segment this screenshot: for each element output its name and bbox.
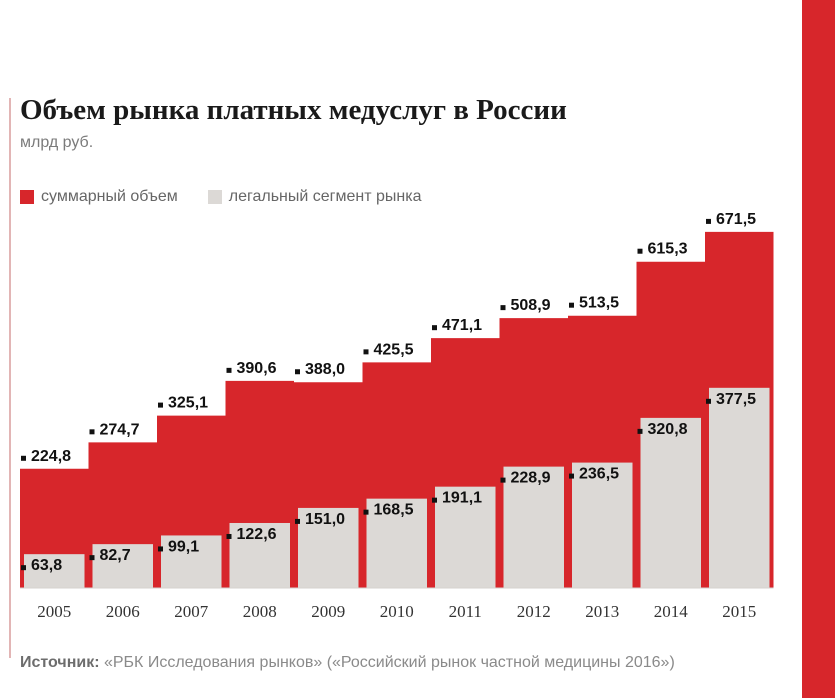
total-value-label-2008: 390,6	[237, 360, 277, 377]
legal-segment-bar-2007	[161, 535, 222, 588]
x-tick-label-2012: 2012	[517, 602, 551, 621]
legend-item-total: суммарный объем	[20, 188, 178, 206]
total-value-label-2015: 671,5	[716, 211, 756, 228]
x-tick-label-2007: 2007	[174, 602, 209, 621]
x-tick-label-2010: 2010	[380, 602, 414, 621]
source-label: Источник:	[20, 654, 100, 671]
legal-segment-bar-2014	[640, 417, 701, 588]
total-value-label-2007-marker	[158, 402, 163, 408]
legal-value-label-2007: 99,1	[168, 538, 199, 555]
legal-value-label-2006-marker	[89, 555, 95, 561]
total-value-label-2005-marker	[21, 455, 26, 461]
legal-value-label-2009-marker	[295, 518, 300, 524]
legal-value-label-2012-marker	[500, 477, 506, 483]
legal-value-label-2010: 168,5	[374, 502, 414, 519]
legal-value-label-2014: 320,8	[648, 421, 688, 438]
total-value-label-2013: 513,5	[579, 295, 619, 312]
total-value-label-2011: 471,1	[442, 317, 482, 334]
legal-value-label-2008: 122,6	[237, 526, 277, 543]
total-value-label-2011-marker	[432, 325, 437, 331]
legal-segment-bar-2010	[366, 498, 427, 588]
total-value-label-2005: 224,8	[31, 448, 71, 465]
legend-label-legal: легальный сегмент рынка	[228, 188, 422, 205]
legend-item-legal: легальный сегмент рынка	[207, 188, 422, 206]
x-tick-label-2014: 2014	[654, 602, 689, 621]
legal-value-label-2015-marker	[706, 398, 711, 404]
legal-value-label-2010-marker	[363, 509, 369, 515]
total-value-label-2014: 615,3	[648, 241, 688, 258]
total-value-label-2009: 388,0	[305, 361, 345, 378]
legal-value-label-2011: 191,1	[442, 490, 482, 507]
chart-subtitle: млрд руб.	[20, 134, 94, 151]
total-value-label-2013-marker	[569, 302, 574, 308]
legal-value-label-2006: 82,7	[100, 547, 131, 564]
legend-label-total: суммарный объем	[41, 188, 178, 205]
legal-value-label-2007-marker	[158, 546, 163, 552]
legal-value-label-2015: 377,5	[716, 391, 756, 408]
legal-segment-bar-2011	[435, 486, 496, 588]
total-value-label-2014-marker	[637, 248, 643, 254]
legal-value-label-2011-marker	[432, 497, 437, 503]
total-value-label-2009-marker	[295, 369, 300, 375]
total-value-label-2007: 325,1	[168, 395, 208, 412]
legal-segment-bar-2005	[24, 554, 85, 588]
legal-value-label-2008-marker	[226, 533, 232, 539]
left-rule	[9, 98, 11, 658]
total-value-label-2012-marker	[500, 305, 506, 311]
legal-segment-bar-2008	[229, 522, 290, 588]
x-tick-label-2005: 2005	[37, 602, 71, 621]
total-value-label-2015-marker	[706, 218, 711, 224]
x-tick-label-2013: 2013	[585, 602, 619, 621]
source-text: «РБК Исследования рынков» («Российский р…	[103, 654, 675, 671]
legal-value-label-2009: 151,0	[305, 511, 345, 528]
brand-stripe	[802, 0, 835, 698]
total-value-label-2006: 274,7	[100, 421, 140, 438]
legal-value-label-2014-marker	[637, 428, 643, 434]
x-tick-label-2008: 2008	[243, 602, 277, 621]
chart-title: Объем рынка платных медуслуг в России	[20, 94, 567, 126]
chart-legend: суммарный объем легальный сегмент рынка	[20, 187, 452, 207]
chart-plot: 224,8 63,8 274,7 82,7 325,1 99,1 390,6 122,6 388…	[20, 211, 774, 621]
legal-value-label-2012: 228,9	[511, 470, 551, 487]
legal-segment-bar-2012	[503, 466, 564, 588]
source-note: Источник: «РБК Исследования рынков» («Ро…	[20, 654, 675, 672]
legal-value-label-2005-marker	[21, 565, 26, 571]
legend-swatch-total	[20, 190, 34, 204]
legal-segment-bar-2006	[92, 544, 153, 588]
legal-value-label-2013: 236,5	[579, 466, 619, 483]
legal-segment-bar-2013	[572, 462, 633, 588]
x-tick-label-2011: 2011	[449, 602, 482, 621]
total-value-label-2010-marker	[363, 349, 369, 355]
legal-segment-bar-2015	[709, 387, 770, 588]
x-tick-label-2009: 2009	[311, 602, 345, 621]
total-value-label-2008-marker	[226, 367, 232, 373]
x-tick-label-2015: 2015	[722, 602, 756, 621]
total-value-label-2010: 425,5	[374, 341, 414, 358]
legal-value-label-2013-marker	[569, 473, 574, 479]
legend-swatch-legal	[207, 190, 222, 204]
legal-segment-bar-2009	[298, 507, 359, 588]
x-tick-label-2006: 2006	[106, 602, 140, 621]
total-value-label-2012: 508,9	[511, 297, 551, 314]
total-value-label-2006-marker	[89, 429, 95, 435]
legal-value-label-2005: 63,8	[31, 557, 62, 574]
